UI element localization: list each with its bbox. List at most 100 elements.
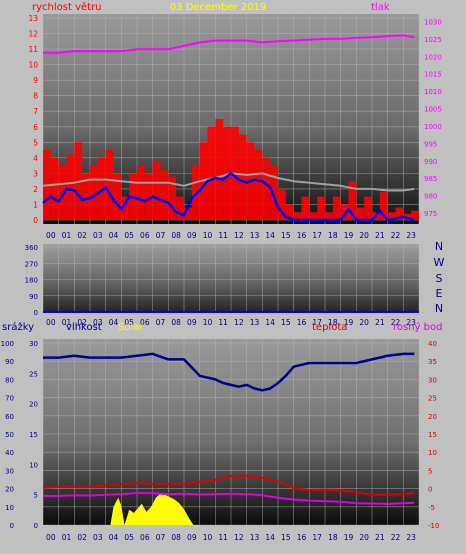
speed-line	[42, 172, 415, 222]
left-tick-label: 12	[28, 30, 38, 39]
wind-bar	[364, 196, 372, 220]
x-tick-label: 18	[328, 231, 338, 240]
rain-tick-label: 50	[5, 431, 14, 439]
x-tick-label: 03	[93, 318, 103, 327]
temperature-line	[42, 474, 415, 496]
rain-tick-label: 90	[5, 358, 14, 366]
right-tick-label: 990	[424, 158, 437, 166]
wind-bar	[356, 207, 365, 220]
wind-bar	[168, 176, 177, 220]
wind-bar	[207, 126, 216, 220]
wind-bar	[309, 212, 318, 220]
dir-label-n-top: N	[435, 240, 443, 253]
wind-bar	[387, 212, 396, 220]
x-tick-label: 16	[297, 231, 307, 240]
left-tick-label: 13	[28, 14, 38, 23]
wind-bar	[262, 157, 271, 220]
x-tick-label: 19	[344, 318, 354, 327]
x-tick-label: 00	[46, 318, 56, 327]
wind-bar	[113, 173, 122, 220]
left-tick-label: 1	[33, 200, 38, 209]
x-tick-label: 11	[218, 231, 228, 240]
dir-tick-label: 180	[25, 277, 38, 285]
x-tick-label: 18	[328, 533, 338, 542]
x-tick-label: 04	[109, 533, 119, 542]
wind-bar	[66, 154, 75, 220]
rain-tick-label: 40	[5, 449, 14, 457]
x-tick-label: 04	[109, 318, 119, 327]
wind-bar	[105, 150, 114, 220]
x-tick-label: 05	[124, 231, 134, 240]
wind-bar	[270, 165, 278, 220]
x-tick-label: 19	[344, 231, 354, 240]
x-tick-label: 00	[46, 533, 56, 542]
humidity-tick-label: 5	[34, 492, 38, 500]
x-tick-label: 03	[93, 231, 103, 240]
x-tick-label: 07	[156, 533, 166, 542]
x-tick-label: 01	[62, 533, 72, 542]
x-tick-label: 21	[375, 533, 385, 542]
x-tick-label: 11	[218, 533, 228, 542]
wind-bar	[238, 134, 247, 220]
x-tick-label: 09	[187, 231, 197, 240]
x-tick-label: 08	[171, 533, 181, 542]
wind-bar	[152, 160, 161, 220]
left-tick-label: 3	[33, 169, 38, 178]
left-tick-label: 5	[33, 138, 38, 147]
humidity-tick-label: 30	[29, 340, 38, 348]
rain-tick-label: 20	[5, 486, 14, 494]
x-tick-label: 06	[140, 533, 150, 542]
x-tick-label: 17	[312, 533, 322, 542]
x-tick-label: 07	[156, 231, 166, 240]
temp-tick-label: 10	[428, 449, 437, 457]
x-tick-label: 00	[46, 231, 56, 240]
temperature-label: teplota	[312, 322, 347, 333]
left-tick-label: 10	[28, 61, 38, 70]
wind-bar	[58, 165, 67, 220]
wind-bar	[254, 150, 263, 220]
wind-bar	[121, 196, 130, 220]
right-tick-label: 1015	[424, 71, 442, 79]
humidity-tick-label: 20	[29, 401, 38, 409]
dir-label-s: S	[436, 272, 443, 285]
x-tick-label: 10	[203, 318, 213, 327]
x-tick-label: 03	[93, 533, 103, 542]
wind-bar	[293, 212, 302, 220]
temp-tick-label: 20	[428, 413, 437, 421]
x-tick-label: 02	[77, 318, 87, 327]
wind-bar	[317, 196, 325, 220]
solar-area	[110, 493, 194, 525]
x-tick-label: 14	[265, 318, 275, 327]
x-tick-label: 17	[312, 231, 322, 240]
x-tick-label: 02	[77, 231, 87, 240]
humidity-tick-label: 0	[34, 522, 38, 530]
x-tick-label: 08	[171, 318, 181, 327]
right-tick-label: 1005	[424, 106, 442, 114]
left-tick-label: 0	[33, 216, 38, 225]
x-tick-label: 21	[375, 231, 385, 240]
x-tick-label: 17	[312, 318, 322, 327]
dir-tick-label: 0	[34, 309, 38, 317]
rain-tick-label: 80	[5, 376, 14, 384]
temp-tick-label: -10	[428, 522, 439, 530]
wind-tick-labels: 0123456789101112139759809859909951000100…	[28, 14, 441, 240]
x-tick-label: 11	[218, 318, 228, 327]
right-tick-label: 995	[424, 140, 437, 148]
rain-tick-label: 60	[5, 413, 14, 421]
x-tick-label: 06	[140, 318, 150, 327]
wind-bar	[379, 192, 388, 220]
climate-series	[42, 352, 415, 525]
wind-bar	[325, 212, 333, 220]
right-tick-label: 1000	[424, 123, 442, 131]
wind-bar	[144, 173, 153, 220]
wind-bar	[176, 196, 184, 220]
x-tick-label: 01	[62, 231, 72, 240]
wind-bar	[184, 207, 192, 220]
left-tick-label: 2	[33, 185, 38, 194]
wind-bar	[215, 119, 224, 220]
temp-tick-label: 25	[428, 395, 437, 403]
wind-bar	[90, 165, 98, 220]
solar-label: Solar	[118, 322, 144, 333]
x-tick-label: 19	[344, 533, 354, 542]
temp-tick-label: 30	[428, 376, 437, 384]
